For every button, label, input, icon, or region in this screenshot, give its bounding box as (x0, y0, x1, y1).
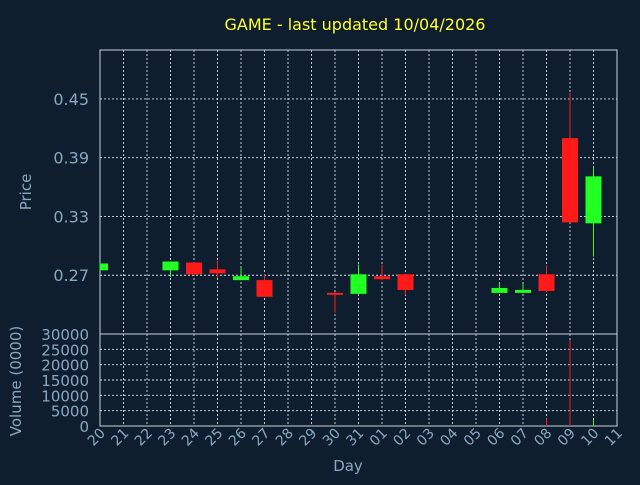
candle-body (538, 274, 555, 291)
x-tick-label: 11 (602, 426, 626, 450)
x-tick-label: 04 (437, 425, 461, 449)
volume-tick-label: 10000 (41, 387, 89, 405)
x-tick-label: 23 (155, 426, 179, 450)
volume-tick-label: 15000 (41, 372, 89, 390)
candle-body (162, 261, 179, 271)
x-tick-label: 29 (296, 426, 320, 450)
x-tick-label: 28 (273, 426, 297, 450)
candle-body (186, 262, 202, 275)
candle-body (515, 289, 531, 293)
y-axis-label: Price (17, 174, 35, 211)
candle-body (256, 280, 273, 297)
x-axis-label: Day (333, 457, 363, 475)
candle-body (562, 138, 578, 223)
x-tick-label: 05 (461, 426, 485, 450)
x-tick-label: 25 (202, 426, 226, 450)
price-tick-label: 0.27 (53, 266, 89, 285)
candle-body (374, 276, 390, 280)
x-tick-label: 21 (108, 426, 132, 450)
volume-tick-label: 25000 (41, 341, 89, 359)
x-tick-label: 30 (320, 426, 344, 450)
x-tick-label: 03 (414, 426, 438, 450)
x-tick-label: 08 (531, 426, 555, 450)
price-tick-label: 0.45 (53, 90, 89, 109)
candle-body (327, 292, 343, 295)
x-tick-label: 01 (367, 426, 391, 450)
volume-tick-label: 30000 (41, 326, 89, 344)
volume-frame (99, 333, 618, 427)
price-tick-label: 0.33 (53, 207, 89, 226)
candle-body (350, 274, 367, 294)
x-tick-label: 02 (390, 426, 414, 450)
candle-body (209, 269, 226, 274)
x-tick-label: 26 (226, 425, 250, 449)
candle-body (233, 276, 249, 281)
x-tick-label: 10 (578, 426, 602, 450)
volume-axis-label: Volume (0000) (7, 326, 25, 436)
chart-title: GAME - last updated 10/04/2026 (225, 15, 486, 34)
x-tick-label: 22 (132, 426, 156, 450)
x-tick-label: 07 (508, 426, 532, 450)
price-tick-label: 0.39 (53, 149, 89, 168)
x-tick-label: 06 (484, 425, 508, 449)
volume-tick-label: 5000 (51, 403, 89, 421)
volume-tick-label: 20000 (41, 357, 89, 375)
candle-body (397, 274, 414, 290)
x-tick-label: 24 (179, 425, 203, 449)
candle-body (585, 176, 602, 224)
x-tick-label: 31 (343, 426, 367, 450)
price-panel: 0.27 0.33 0.39 0.45 (53, 49, 618, 335)
x-tick-label: 27 (249, 426, 273, 450)
candle-body (491, 287, 508, 293)
candle-body (100, 263, 108, 271)
x-tick-label: 09 (555, 426, 579, 450)
x-axis: 20 21 22 23 24 25 26 27 28 29 30 31 01 02 03 04 05 06 07 08… (85, 425, 626, 449)
volume-tick-label: 0 (79, 418, 89, 436)
